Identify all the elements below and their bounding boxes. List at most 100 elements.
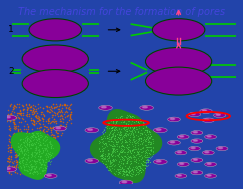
Point [27,164,31,167]
Point [33,143,37,146]
Point [103,146,106,149]
Point [141,127,145,130]
Point [108,168,112,171]
Point [108,130,112,133]
Point [122,167,126,170]
Point [35,144,38,147]
Point [119,120,123,123]
Point [125,130,129,133]
Point [42,125,45,128]
Point [145,159,149,162]
Point [138,167,142,170]
Point [128,114,132,117]
Point [38,156,42,159]
Point [112,144,116,147]
Point [47,116,51,119]
Point [116,139,120,142]
Point [44,139,48,142]
Point [113,151,116,154]
Point [42,137,46,140]
Point [39,152,43,155]
Point [41,129,45,132]
Point [59,119,63,122]
Point [32,133,35,136]
Point [107,152,111,155]
Point [147,151,151,154]
Point [105,136,109,139]
Point [29,117,33,120]
Point [30,153,34,156]
Circle shape [156,129,161,130]
Point [13,141,17,144]
Point [119,162,122,165]
Point [126,119,130,122]
Point [31,139,35,142]
Point [44,147,48,150]
Point [119,150,123,153]
Point [24,103,28,106]
Point [37,137,41,140]
Point [144,151,148,154]
Point [45,143,49,146]
Point [129,150,132,153]
Point [35,146,38,149]
Point [23,136,27,139]
Point [141,168,145,171]
Point [28,158,32,161]
Point [59,113,63,116]
Circle shape [218,147,223,149]
Point [38,157,42,160]
Point [21,107,25,110]
Point [35,151,39,154]
Point [43,134,47,137]
Point [36,103,40,106]
Point [36,148,40,151]
Point [36,138,40,141]
Point [100,154,104,157]
Point [46,119,50,122]
Point [121,156,125,159]
Point [148,136,152,139]
Point [40,146,43,149]
Point [46,146,50,149]
Point [31,170,35,173]
Point [107,134,111,137]
Point [118,135,122,138]
Point [23,162,27,165]
Point [21,105,25,108]
Point [124,116,128,119]
Point [20,117,24,120]
Point [37,140,41,143]
Point [111,158,115,161]
Point [117,133,121,136]
Point [125,133,129,136]
Point [131,138,135,141]
Point [119,130,123,133]
Point [133,140,137,143]
Point [46,119,50,122]
Point [125,172,129,175]
Point [134,142,138,145]
Point [124,133,128,136]
Point [29,167,33,170]
Point [126,146,130,149]
Point [110,128,114,131]
Point [100,153,104,156]
Point [29,134,33,137]
Point [39,163,43,166]
Point [129,122,133,125]
Point [121,170,125,173]
Point [30,131,34,134]
Point [7,138,11,141]
Point [113,118,116,121]
Point [108,162,112,165]
Point [125,160,129,163]
Point [111,141,115,144]
Point [6,143,10,146]
Point [41,159,45,162]
Point [138,169,142,172]
Point [7,161,10,164]
Circle shape [88,160,93,161]
Point [139,157,143,160]
Point [23,157,27,160]
